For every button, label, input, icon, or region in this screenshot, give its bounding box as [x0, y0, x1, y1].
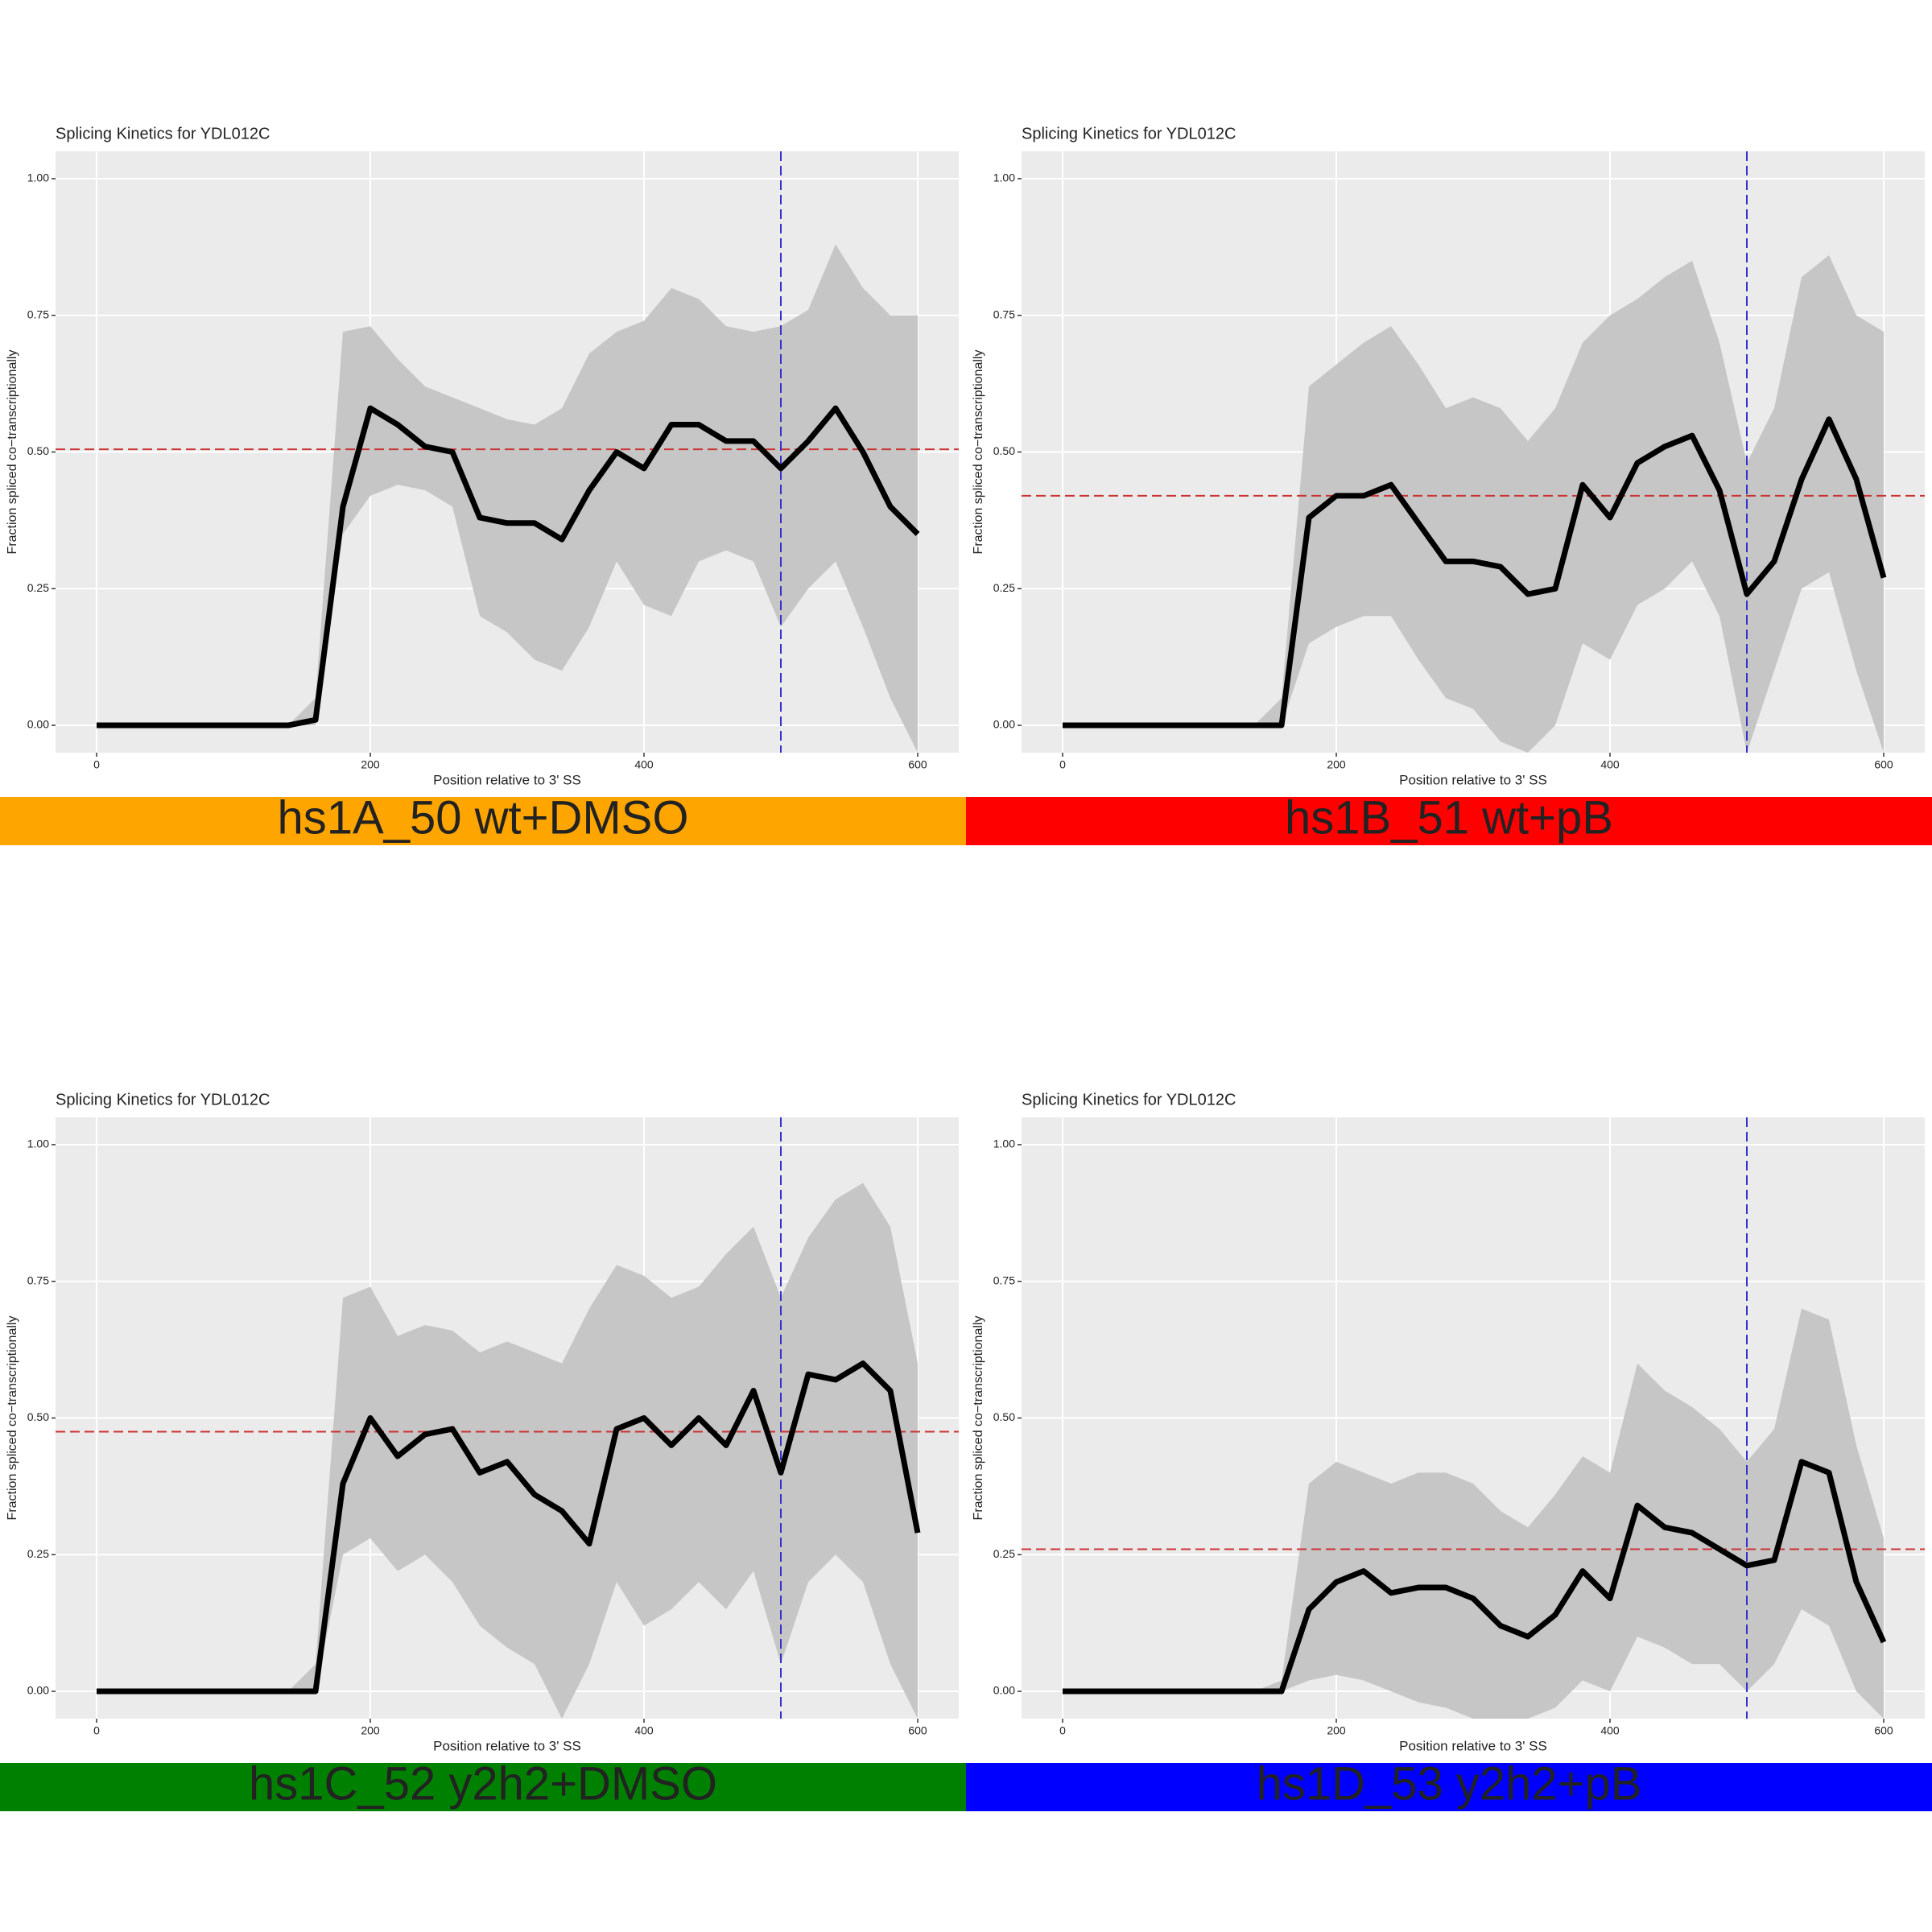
panel: 0.00 0.25 0.50 0.75 1.00 0 200 400 600 Splicing K…: [0, 1091, 966, 1811]
y-tick-label: 0.75: [27, 308, 49, 320]
y-axis-label: Fraction spliced co−transcriptionally: [972, 1316, 985, 1521]
y-tick-label: 0.50: [993, 444, 1015, 457]
x-tick-label: 200: [1327, 1724, 1346, 1737]
x-tick-label: 0: [1059, 1724, 1066, 1737]
y-tick-label: 1.00: [27, 171, 49, 184]
x-tick-label: 400: [634, 758, 654, 771]
x-tick-label: 200: [361, 1724, 380, 1737]
x-tick-label: 0: [1059, 758, 1066, 771]
y-axis-label: Fraction spliced co−transcriptionally: [972, 350, 985, 555]
confidence-band: [97, 1183, 918, 1719]
data-line: [1063, 416, 1887, 729]
x-tick-label: 600: [1874, 1724, 1893, 1737]
y-tick-label: 1.00: [27, 1137, 49, 1150]
x-tick-label: 600: [908, 1724, 927, 1737]
y-axis-label: Fraction spliced co−transcriptionally: [6, 1316, 19, 1521]
y-tick-label: 0.50: [27, 444, 49, 457]
confidence-band: [97, 244, 918, 753]
x-tick-label: 400: [1600, 1724, 1620, 1737]
caption: hs1D_53 y2h2+pB: [1257, 1757, 1642, 1810]
x-tick-label: 600: [1874, 758, 1893, 771]
caption: hs1C_52 y2h2+DMSO: [249, 1757, 717, 1810]
y-tick-label: 0.50: [27, 1410, 49, 1423]
panel: 0.00 0.25 0.50 0.75 1.00 0 200 400 600 Splicing K…: [0, 125, 966, 845]
confidence-band: [1063, 1308, 1884, 1719]
y-tick-label: 0.00: [993, 1684, 1015, 1697]
y-tick-label: 1.00: [993, 1137, 1015, 1150]
x-tick-label: 200: [361, 758, 380, 771]
panel: 0.00 0.25 0.50 0.75 1.00 0 200 400 600 Splicing K…: [966, 1091, 1932, 1811]
caption: hs1A_50 wt+DMSO: [278, 791, 689, 844]
caption-band: [0, 1763, 966, 1811]
y-tick-label: 0.75: [993, 1274, 1015, 1286]
data-line: [1063, 1459, 1887, 1695]
x-tick-label: 400: [634, 1724, 654, 1737]
caption-band: [966, 797, 1932, 845]
x-tick-label: 0: [93, 758, 100, 771]
x-axis-label: Position relative to 3' SS: [433, 1738, 581, 1753]
chart-title: Splicing Kinetics for YDL012C: [1022, 125, 1236, 142]
x-tick-label: 0: [93, 1724, 100, 1737]
y-tick-label: 0.25: [27, 581, 49, 594]
y-tick-label: 0.25: [993, 1547, 1015, 1560]
x-axis-label: Position relative to 3' SS: [433, 772, 581, 787]
caption-band: [966, 1763, 1932, 1811]
y-tick-label: 0.25: [27, 1547, 49, 1560]
data-line: [97, 1360, 921, 1695]
x-axis-label: Position relative to 3' SS: [1399, 1738, 1547, 1753]
panel: 0.00 0.25 0.50 0.75 1.00 0 200 400 600 Splicing K…: [966, 125, 1932, 845]
x-tick-label: 400: [1600, 758, 1620, 771]
y-tick-label: 0.50: [993, 1410, 1015, 1423]
x-tick-label: 600: [908, 758, 927, 771]
y-tick-label: 0.75: [27, 1274, 49, 1286]
y-tick-label: 0.25: [993, 581, 1015, 594]
data-line: [97, 405, 920, 729]
y-tick-label: 0.00: [27, 718, 49, 731]
caption-band: [0, 797, 966, 845]
x-axis-label: Position relative to 3' SS: [1399, 772, 1547, 787]
caption: hs1B_51 wt+pB: [1285, 791, 1613, 844]
y-tick-label: 0.75: [993, 308, 1015, 320]
chart-title: Splicing Kinetics for YDL012C: [56, 125, 270, 142]
chart-title: Splicing Kinetics for YDL012C: [1022, 1091, 1236, 1108]
y-tick-label: 0.00: [993, 718, 1015, 731]
confidence-band: [1063, 255, 1884, 753]
y-tick-label: 1.00: [993, 171, 1015, 184]
x-tick-label: 200: [1327, 758, 1346, 771]
y-tick-label: 0.00: [27, 1684, 49, 1697]
chart-title: Splicing Kinetics for YDL012C: [56, 1091, 270, 1108]
y-axis-label: Fraction spliced co−transcriptionally: [6, 350, 19, 555]
